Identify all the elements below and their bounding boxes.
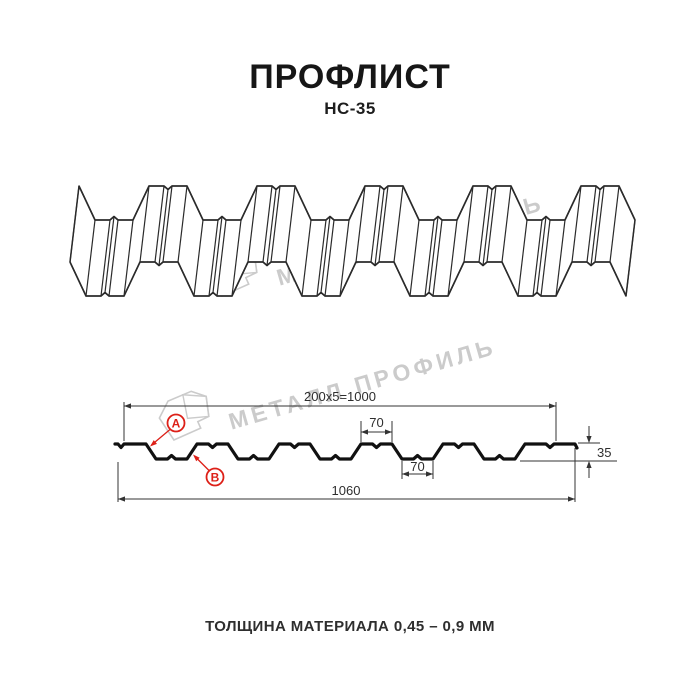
fold-line — [463, 185, 474, 263]
fold-line — [301, 219, 312, 297]
marker-b-label: B — [211, 471, 220, 485]
fold-line — [501, 185, 512, 263]
fold-line — [262, 185, 273, 263]
fold-line — [432, 219, 443, 297]
fold-line — [378, 185, 389, 263]
page-title: ПРОФЛИСТ — [249, 58, 451, 96]
marker-a-arrowhead — [150, 440, 157, 447]
fold-line — [216, 219, 227, 297]
dim-label-overall-width: 1060 — [332, 483, 361, 498]
fold-line — [409, 219, 420, 297]
fold-line — [139, 185, 150, 263]
cross-section-drawing: 200x5=1000 70 70 1060 35 A B — [113, 389, 617, 502]
marker-a-circle — [166, 413, 186, 433]
fold-line — [586, 185, 597, 263]
arrow-left — [124, 403, 131, 409]
sheet-surface — [69, 185, 636, 297]
fold-line — [108, 219, 119, 297]
fold-line — [486, 185, 497, 263]
fold-line — [177, 185, 188, 263]
fold-line — [231, 219, 242, 297]
arrow-left — [361, 429, 368, 435]
fold-line — [193, 219, 204, 297]
fold-line — [154, 185, 165, 263]
fold-line — [69, 185, 80, 263]
fold-line — [270, 185, 281, 263]
fold-line — [320, 216, 331, 293]
fold-line — [85, 219, 96, 297]
fold-line — [370, 185, 381, 263]
marker-b-arrowhead — [193, 454, 200, 462]
fold-line — [532, 219, 543, 297]
arrow-left — [402, 471, 409, 477]
fold-line — [571, 185, 582, 263]
fold-line — [540, 219, 551, 297]
arrow-down — [586, 436, 592, 443]
fold-line — [339, 219, 350, 297]
arrow-right — [385, 429, 392, 435]
fold-line — [428, 216, 439, 293]
dim-label-rib-bottom-width: 70 — [410, 459, 424, 474]
fold-line — [594, 185, 605, 263]
fold-line — [158, 189, 169, 266]
fold-line — [393, 185, 404, 263]
fold-line — [590, 189, 601, 266]
fold-line — [266, 189, 277, 266]
fold-line — [447, 219, 458, 297]
fold-line — [162, 185, 173, 263]
arrow-left — [118, 496, 125, 502]
fold-line — [247, 185, 258, 263]
fold-line — [208, 219, 219, 297]
fold-line — [316, 219, 327, 297]
fold-line — [625, 219, 636, 297]
fold-line — [374, 189, 385, 266]
fold-line — [355, 185, 366, 263]
marker-a-label: A — [172, 417, 181, 431]
fold-line — [100, 219, 111, 297]
dim-label-working-width: 200x5=1000 — [304, 389, 376, 404]
fold-line — [212, 216, 223, 293]
fold-line — [609, 185, 620, 263]
dim-label-rib-top-width: 70 — [369, 415, 383, 430]
arrow-right — [568, 496, 575, 502]
marker-b-circle — [205, 467, 225, 487]
fold-line — [285, 185, 296, 263]
material-thickness-caption: ТОЛЩИНА МАТЕРИАЛА 0,45 – 0,9 ММ — [205, 618, 495, 635]
fold-line — [517, 219, 528, 297]
arrow-right — [549, 403, 556, 409]
fold-line — [324, 219, 335, 297]
back-edge — [78, 185, 636, 221]
fold-line — [555, 219, 566, 297]
profile-model-label: НС-35 — [324, 99, 376, 118]
front-edge — [69, 261, 627, 297]
fold-line — [104, 216, 115, 293]
fold-line — [123, 219, 134, 297]
fold-line — [536, 216, 547, 293]
arrow-right — [426, 471, 433, 477]
profile-outline — [113, 442, 579, 461]
fold-line — [424, 219, 435, 297]
fold-line — [478, 185, 489, 263]
dim-label-profile-height: 35 — [597, 445, 611, 460]
arrow-up — [586, 461, 592, 468]
fold-line — [482, 189, 493, 266]
sheet-3d-drawing — [69, 185, 636, 297]
